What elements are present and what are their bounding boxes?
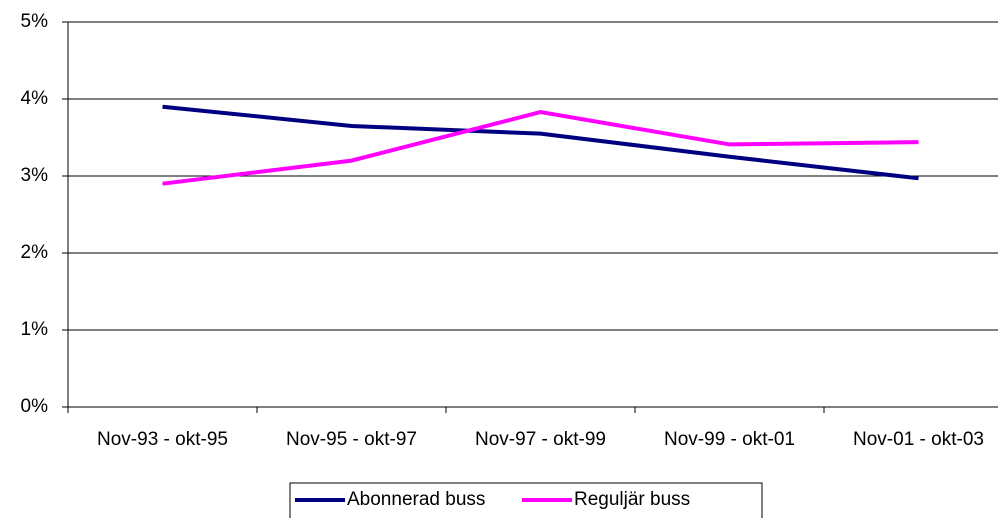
legend-label: Abonnerad buss — [347, 489, 485, 510]
y-tick-label: 2% — [21, 242, 49, 263]
y-tick-label: 1% — [21, 319, 49, 340]
x-tick-label: Nov-01 - okt-03 — [853, 429, 984, 450]
series-line — [162, 104, 919, 181]
x-tick-label: Nov-99 - okt-01 — [664, 429, 795, 450]
x-tick-label: Nov-95 - okt-97 — [286, 429, 417, 450]
y-tick-label: 0% — [21, 396, 49, 417]
y-tick-label: 4% — [21, 88, 49, 109]
x-tick-label: Nov-97 - okt-99 — [475, 429, 606, 450]
legend-label: Reguljär buss — [574, 489, 690, 510]
y-tick-label: 5% — [21, 11, 49, 32]
x-tick-label: Nov-93 - okt-95 — [97, 429, 228, 450]
y-tick-label: 3% — [21, 165, 49, 186]
series-line — [162, 110, 919, 186]
